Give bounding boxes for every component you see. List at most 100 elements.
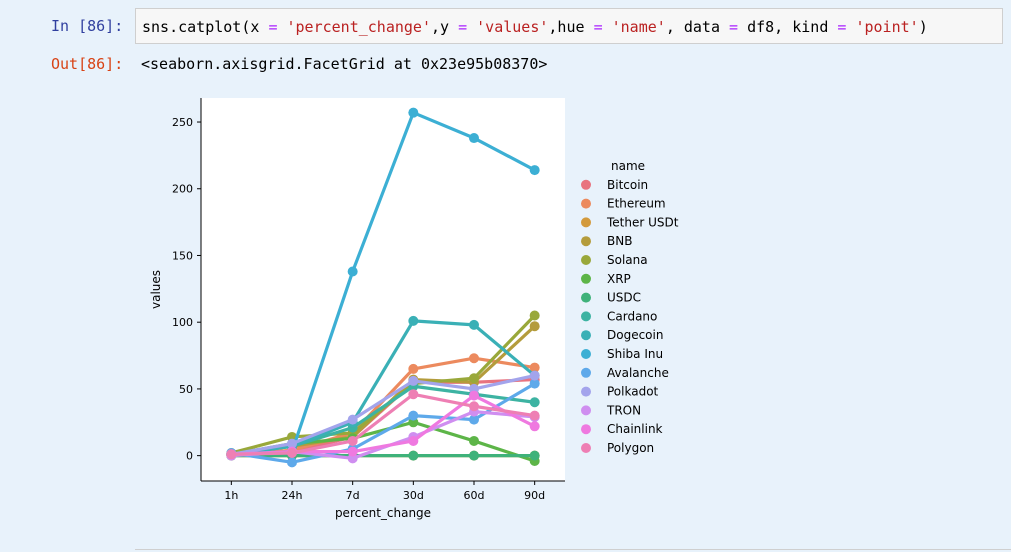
code-token <box>277 18 286 36</box>
code-token: = <box>729 18 739 36</box>
data-point <box>529 421 540 432</box>
code-token: 'point' <box>855 18 919 36</box>
legend-marker <box>581 273 591 284</box>
legend-label: Cardano <box>607 309 657 323</box>
data-point <box>287 438 297 449</box>
legend-label: BNB <box>607 234 632 248</box>
x-tick-label: 60d <box>464 489 485 502</box>
legend-marker <box>581 198 591 209</box>
code-token: 'percent_change' <box>286 18 432 36</box>
data-point <box>469 435 479 446</box>
data-point <box>408 107 419 118</box>
legend-marker <box>581 255 591 265</box>
legend-label: TRON <box>606 403 641 417</box>
data-point <box>408 363 419 374</box>
code-token: ) <box>918 18 928 36</box>
pointplot-chart: 0 50 100 150 200 250 1h 24h 7d 30d 60d 90d percent_c… <box>149 98 679 520</box>
data-point <box>469 401 479 412</box>
data-point <box>287 447 297 458</box>
code-input[interactable]: sns.catplot(x = 'percent_change',y = 'va… <box>135 8 1003 44</box>
data-point <box>347 435 358 446</box>
data-point <box>469 133 479 144</box>
code-token: ,hue <box>548 18 594 36</box>
data-point <box>347 266 358 277</box>
output-prompt: Out[86]: <box>51 55 124 73</box>
data-point <box>529 410 540 421</box>
code-token: = <box>268 18 278 36</box>
code-token: 'name' <box>611 18 666 36</box>
data-point <box>469 353 479 364</box>
x-tick-label: 24h <box>282 489 303 502</box>
data-point <box>408 450 419 461</box>
legend-marker <box>581 405 591 416</box>
data-point <box>469 414 479 425</box>
data-point <box>408 435 419 446</box>
code-token <box>603 18 612 36</box>
data-point <box>469 319 479 330</box>
legend-label: XRP <box>607 272 631 286</box>
data-point <box>529 450 540 461</box>
legend-title: name <box>611 159 645 173</box>
legend-label: Ethereum <box>607 197 666 211</box>
data-point <box>529 397 540 408</box>
data-point <box>529 321 540 332</box>
data-point <box>529 378 540 389</box>
y-tick-label: 250 <box>172 116 193 129</box>
legend-marker <box>581 443 591 453</box>
code-token: 'values' <box>476 18 549 36</box>
legend-marker <box>581 367 591 378</box>
code-token: df8, kind <box>738 18 838 36</box>
code-token: = <box>593 18 603 36</box>
code-token: , data <box>665 18 730 36</box>
x-tick-label: 90d <box>524 489 545 502</box>
legend-label: Solana <box>607 253 648 267</box>
legend-marker <box>581 386 591 397</box>
data-point <box>469 373 479 384</box>
legend-marker <box>581 330 591 341</box>
x-axis-label: percent_change <box>335 506 431 520</box>
y-axis-label: values <box>149 270 163 309</box>
legend-label: Chainlink <box>607 422 663 436</box>
y-tick-label: 150 <box>172 249 193 262</box>
legend-label: Dogecoin <box>607 328 663 342</box>
legend-label: Avalanche <box>607 366 669 380</box>
legend-marker <box>581 236 591 247</box>
legend-marker <box>581 311 591 322</box>
legend-label: USDC <box>607 291 641 305</box>
data-point <box>408 315 419 326</box>
code-token: sns.catplot(x <box>142 18 269 36</box>
y-tick-label: 100 <box>172 316 193 329</box>
legend-label: Polkadot <box>607 385 659 399</box>
data-point <box>347 446 358 457</box>
x-tick-label: 1h <box>224 489 238 502</box>
series-line-dogecoin <box>229 319 537 456</box>
code-token: = <box>837 18 847 36</box>
legend-marker <box>581 179 591 190</box>
output-border <box>135 549 1011 550</box>
legend-marker <box>581 349 591 359</box>
data-point <box>529 310 540 321</box>
legend-label: Bitcoin <box>607 178 648 192</box>
input-prompt: In [86]: <box>51 17 124 35</box>
legend-label: Tether USDt <box>606 215 679 229</box>
y-tick-label: 0 <box>186 450 193 463</box>
figure: 0 50 100 150 200 250 1h 24h 7d 30d 60d 90d percent_c… <box>140 88 700 528</box>
data-point <box>408 410 419 421</box>
x-tick-label: 30d <box>403 489 424 502</box>
series-line-polkadot <box>229 373 537 456</box>
code-token: ,y <box>431 18 459 36</box>
data-point <box>408 375 419 386</box>
data-point <box>529 362 540 373</box>
legend-marker <box>581 292 591 303</box>
data-point <box>287 457 297 468</box>
data-point <box>226 449 237 460</box>
data-point <box>469 450 479 461</box>
output-text: <seaborn.axisgrid.FacetGrid at 0x23e95b0… <box>141 55 548 73</box>
legend-label: Shiba Inu <box>607 347 663 361</box>
data-point <box>529 370 540 381</box>
code-token: = <box>458 18 468 36</box>
y-tick-label: 50 <box>179 383 193 396</box>
legend-marker <box>581 424 591 435</box>
data-point <box>469 390 479 401</box>
x-tick-label: 7d <box>346 489 360 502</box>
